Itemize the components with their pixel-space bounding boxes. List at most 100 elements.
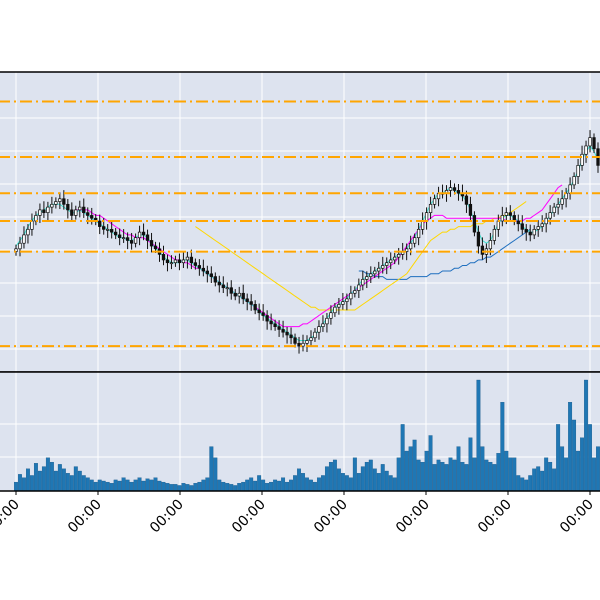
volume-bar bbox=[464, 464, 469, 492]
candle-body bbox=[193, 262, 198, 266]
candle-body bbox=[452, 187, 457, 191]
candle-body bbox=[333, 306, 337, 314]
x-tick-label: 00:00 bbox=[311, 497, 351, 537]
volume-bar bbox=[448, 457, 453, 492]
volume-bar bbox=[500, 402, 505, 492]
candle-body bbox=[289, 334, 293, 339]
volume-bar bbox=[556, 424, 561, 492]
volume-bar bbox=[332, 459, 337, 492]
volume-bar bbox=[285, 481, 290, 492]
volume-bar bbox=[480, 446, 485, 492]
volume-bar bbox=[392, 477, 397, 492]
candle-body bbox=[369, 273, 373, 277]
candle-body bbox=[141, 231, 146, 236]
candle-body bbox=[492, 228, 497, 241]
volume-bar bbox=[181, 483, 186, 492]
volume-bar bbox=[536, 466, 541, 492]
volume-bar bbox=[376, 473, 381, 492]
candle-body bbox=[420, 220, 425, 230]
candle-body bbox=[341, 301, 345, 305]
candle-body bbox=[117, 234, 122, 239]
volume-bar bbox=[153, 477, 158, 492]
volume-bar bbox=[265, 483, 270, 492]
volume-bar bbox=[45, 457, 50, 492]
candle-body bbox=[572, 176, 576, 186]
volume-bar bbox=[492, 464, 497, 492]
volume-bar bbox=[245, 479, 250, 492]
candle-body bbox=[129, 240, 134, 244]
volume-bar bbox=[77, 470, 82, 492]
x-tick-label: 00:00 bbox=[393, 497, 433, 537]
candle-body bbox=[121, 237, 126, 240]
volume-bar bbox=[404, 450, 409, 492]
candle-body bbox=[110, 228, 114, 233]
candle-body bbox=[253, 304, 257, 311]
candle-body bbox=[520, 223, 524, 230]
candle-body bbox=[102, 226, 106, 230]
volume-bar bbox=[157, 480, 162, 492]
candle-body bbox=[500, 215, 504, 222]
volume-bar bbox=[340, 473, 345, 492]
volume-bar bbox=[93, 481, 98, 492]
candle-body bbox=[161, 254, 166, 261]
candle-body bbox=[269, 320, 273, 325]
candle-body bbox=[38, 209, 42, 216]
candle-body bbox=[257, 309, 261, 314]
volume-bar bbox=[105, 481, 110, 492]
candle-body bbox=[568, 184, 572, 194]
volume-bar bbox=[37, 470, 42, 492]
volume-bar bbox=[372, 468, 377, 492]
volume-bar bbox=[508, 457, 513, 492]
candle-body bbox=[389, 259, 393, 264]
volume-bar bbox=[277, 480, 282, 492]
candle-body bbox=[205, 270, 209, 275]
candle-body bbox=[74, 209, 78, 216]
volume-bar bbox=[209, 446, 214, 492]
volume-bar bbox=[229, 484, 234, 492]
volume-bar bbox=[217, 479, 222, 492]
volume-bar bbox=[336, 468, 341, 492]
volume-bar bbox=[396, 457, 401, 492]
candle-body bbox=[373, 270, 377, 275]
volume-bar bbox=[305, 477, 309, 492]
x-tick-label: 00:00 bbox=[147, 497, 187, 537]
volume-bar bbox=[348, 477, 353, 492]
volume-bar bbox=[273, 479, 278, 492]
candle-body bbox=[197, 265, 202, 269]
volume-bar bbox=[225, 483, 230, 492]
volume-bar bbox=[368, 459, 373, 492]
volume-bar bbox=[257, 475, 262, 492]
volume-bar bbox=[408, 446, 413, 492]
volume-bar bbox=[117, 480, 122, 492]
candle-body bbox=[448, 187, 453, 191]
candle-body bbox=[353, 290, 357, 294]
volume-bar bbox=[596, 446, 600, 492]
volume-bar bbox=[520, 477, 525, 492]
candle-body bbox=[201, 267, 206, 272]
candle-body bbox=[592, 137, 596, 150]
volume-bar bbox=[460, 461, 465, 492]
price-panel bbox=[0, 71, 600, 373]
candle-body bbox=[42, 209, 46, 214]
candle-body bbox=[106, 228, 110, 231]
volume-bar bbox=[109, 483, 114, 492]
candle-body bbox=[225, 287, 229, 290]
volume-bar bbox=[205, 477, 210, 492]
candle-body bbox=[149, 240, 154, 247]
volume-bar bbox=[356, 473, 361, 492]
candle-body bbox=[82, 206, 86, 214]
volume-bar bbox=[444, 464, 449, 492]
x-tick-label: 00:00 bbox=[65, 497, 105, 537]
volume-bar bbox=[81, 475, 86, 492]
volume-bar bbox=[97, 479, 102, 492]
volume-bar bbox=[165, 483, 170, 492]
candle-body bbox=[428, 203, 433, 214]
volume-bar bbox=[14, 481, 18, 492]
volume-bar bbox=[33, 463, 38, 492]
candle-body bbox=[393, 256, 397, 261]
candle-body bbox=[221, 284, 225, 289]
candle-body bbox=[86, 212, 90, 216]
volume-bar bbox=[233, 485, 238, 492]
volume-bar bbox=[57, 464, 62, 492]
volume-bar bbox=[297, 468, 301, 492]
